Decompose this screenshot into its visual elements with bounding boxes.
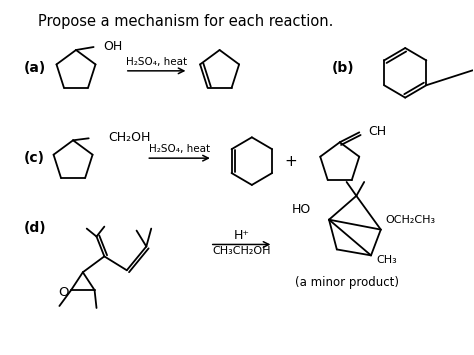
Text: H₂SO₄, heat: H₂SO₄, heat <box>126 57 187 67</box>
Text: Propose a mechanism for each reaction.: Propose a mechanism for each reaction. <box>38 14 333 29</box>
Text: (a): (a) <box>23 61 46 75</box>
Text: CH₃CH₂OH: CH₃CH₂OH <box>212 246 271 256</box>
Text: (a minor product): (a minor product) <box>295 276 399 289</box>
Text: +: + <box>284 154 297 169</box>
Text: (b): (b) <box>332 61 355 75</box>
Text: CH: CH <box>368 125 386 138</box>
Text: CH₂OH: CH₂OH <box>108 131 151 144</box>
Text: H⁺: H⁺ <box>234 229 250 242</box>
Text: (c): (c) <box>23 151 44 165</box>
Text: O: O <box>58 285 69 299</box>
Text: OCH₂CH₃: OCH₂CH₃ <box>386 215 436 225</box>
Text: CH₃: CH₃ <box>376 255 397 265</box>
Text: HO: HO <box>292 203 311 216</box>
Text: H₂SO₄, heat: H₂SO₄, heat <box>149 144 210 154</box>
Text: (d): (d) <box>23 220 46 235</box>
Text: OH: OH <box>103 39 123 53</box>
